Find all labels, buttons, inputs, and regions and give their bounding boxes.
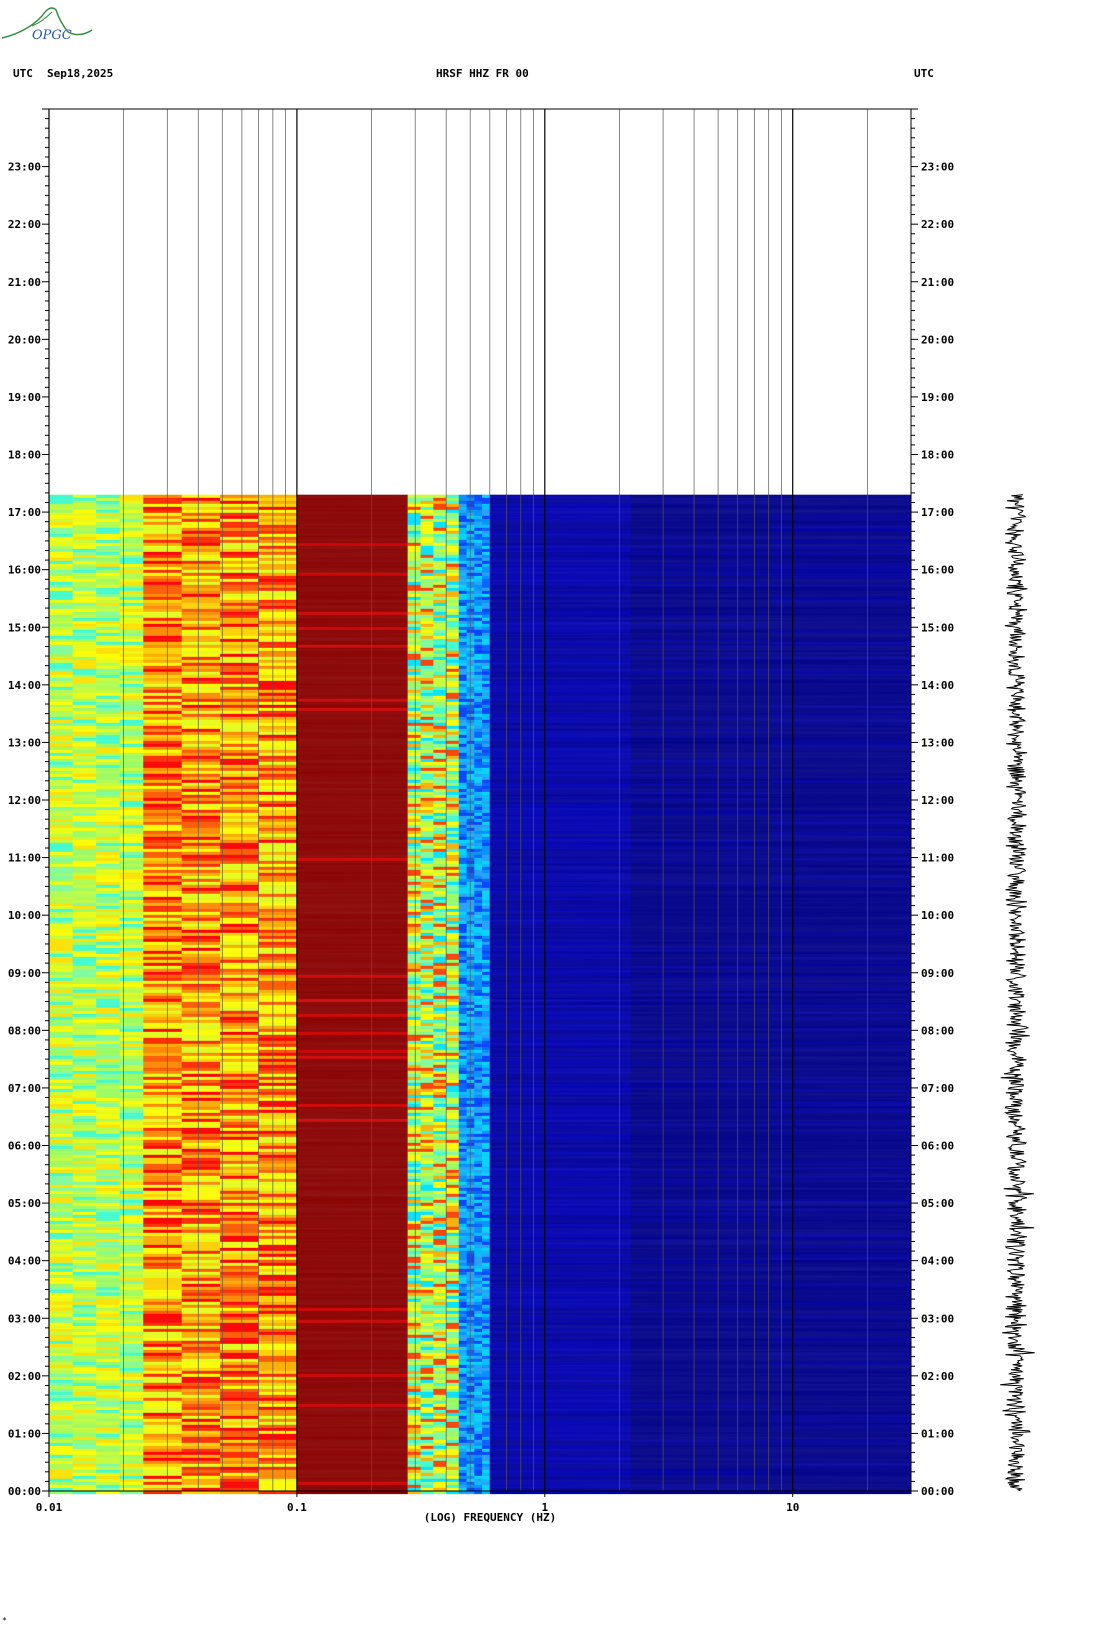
header-right-timezone: UTC: [914, 67, 934, 80]
spectrogram-cell: [49, 1490, 74, 1495]
header-station: HRSF HHZ FR 00: [436, 67, 529, 80]
header-date: Sep18,2025: [47, 67, 114, 80]
spectrogram-cell: [143, 1490, 183, 1495]
spectrogram-cell: [433, 1490, 447, 1495]
spectrogram-cell: [181, 1490, 221, 1495]
logo-text: OPGC: [32, 28, 72, 43]
spectrogram-heatmap: [49, 494, 912, 1495]
spectrogram-cell: [72, 1490, 97, 1495]
spectrogram-cell: [220, 1490, 259, 1495]
opgc-logo: OPGC: [1, 2, 94, 44]
header-left-timezone: UTC: [13, 67, 33, 80]
spectrogram-cell: [119, 1490, 144, 1495]
spectrogram-cell: [407, 1490, 422, 1495]
spectrogram-cell: [258, 1490, 298, 1495]
logo-swoosh-icon: [1, 7, 93, 39]
spectrogram-cell: [446, 1490, 460, 1495]
spectrogram-cell: [420, 1490, 434, 1495]
spectrogram-cell: [296, 1490, 409, 1495]
spectrogram-cell: [96, 1490, 121, 1495]
